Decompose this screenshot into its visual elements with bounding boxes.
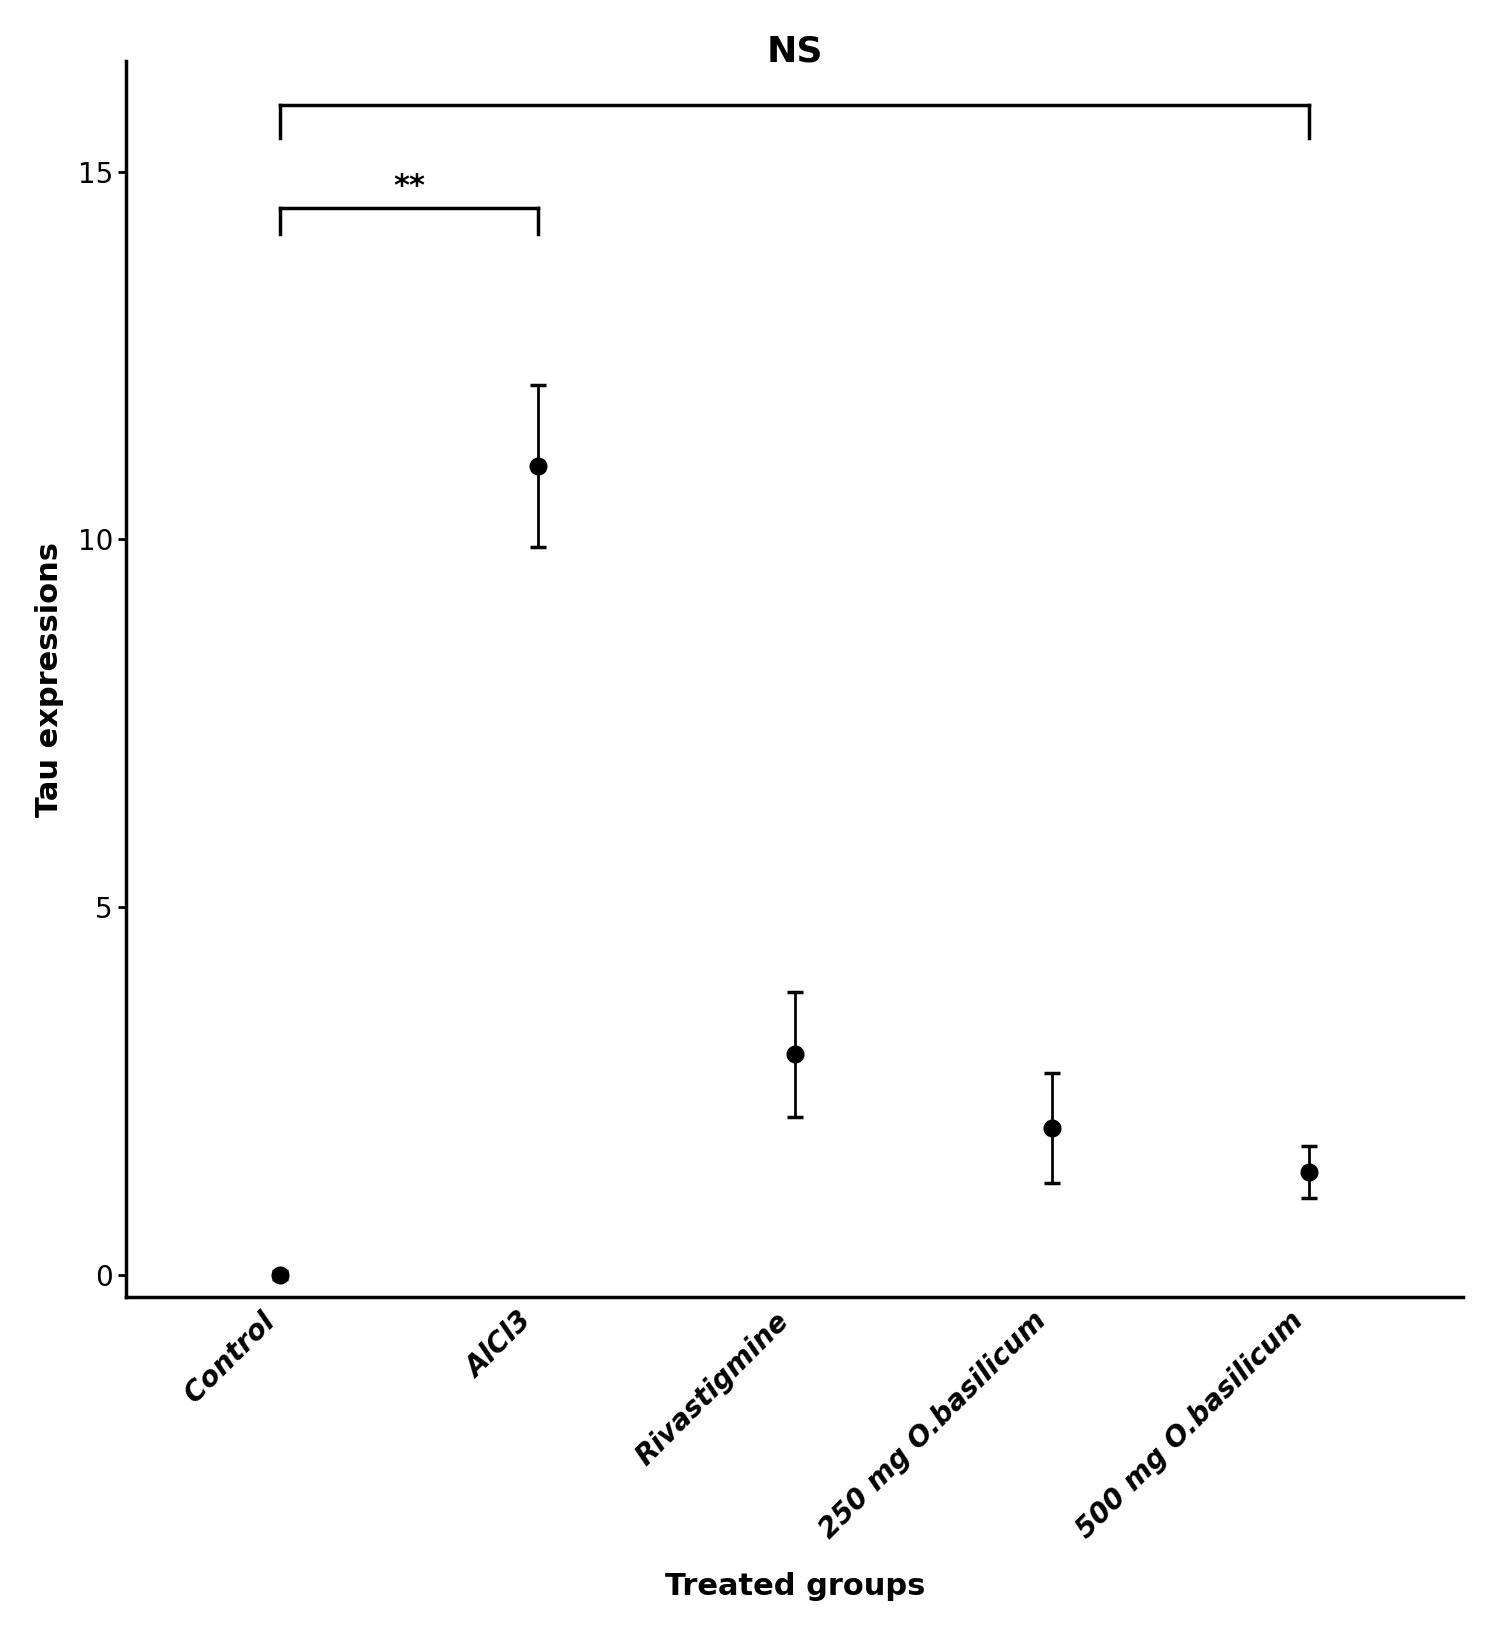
Y-axis label: Tau expressions: Tau expressions xyxy=(34,542,64,816)
X-axis label: Treated groups: Treated groups xyxy=(665,1572,924,1602)
Text: NS: NS xyxy=(767,34,822,69)
Text: **: ** xyxy=(392,172,425,201)
